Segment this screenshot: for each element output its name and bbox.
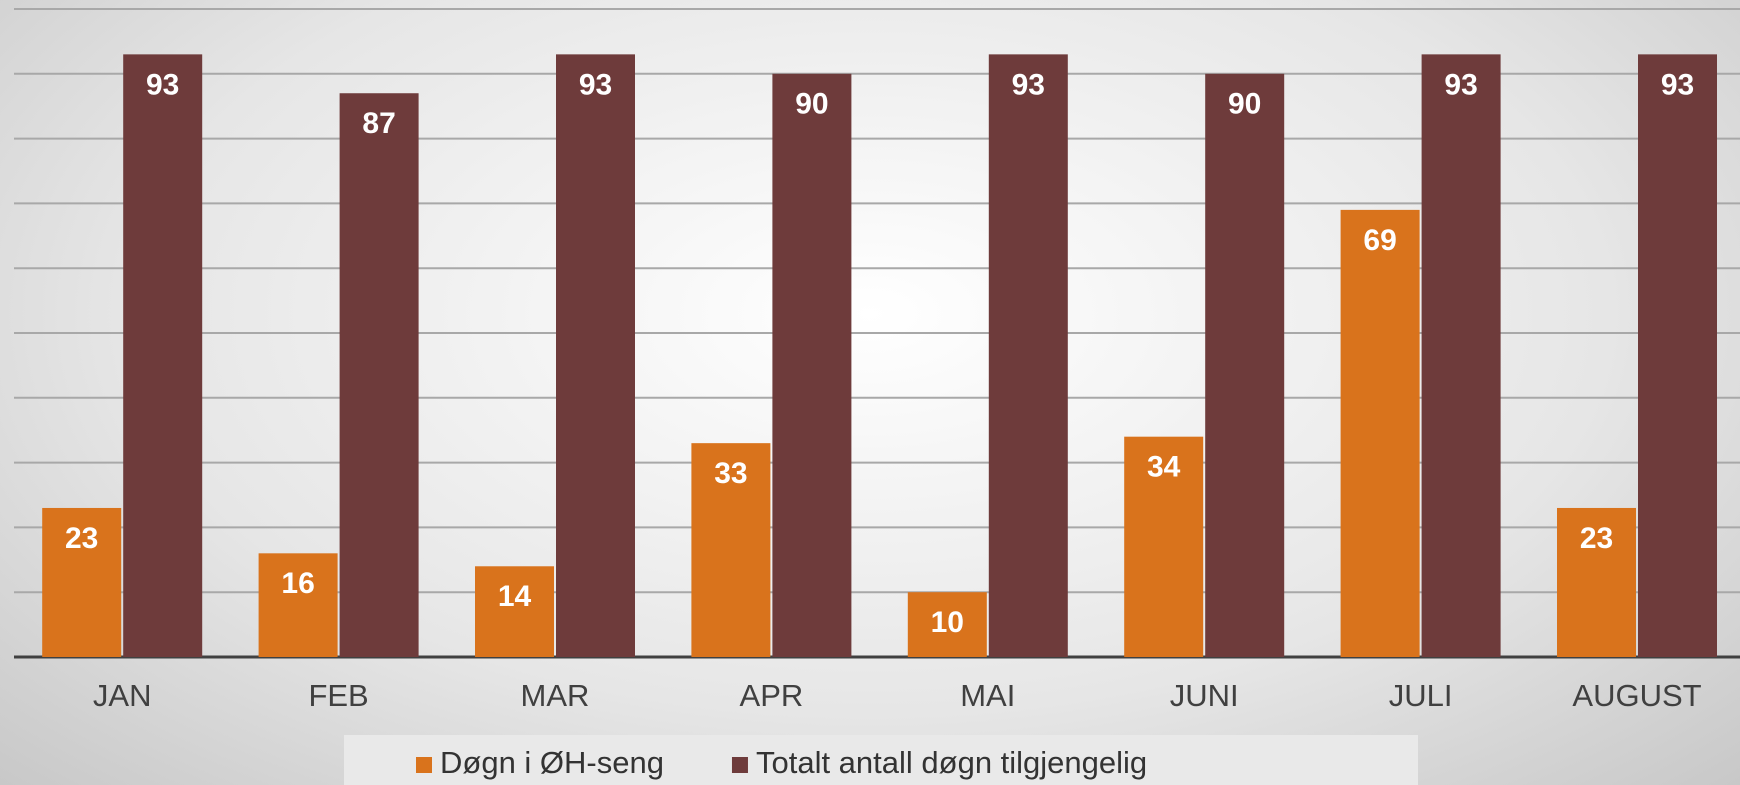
legend-swatch <box>416 757 432 773</box>
data-label: 93 <box>1444 68 1477 101</box>
data-label: 90 <box>795 88 828 121</box>
bar <box>42 507 122 657</box>
x-tick-label: APR <box>740 678 804 713</box>
bar <box>339 93 419 658</box>
data-label: 90 <box>1228 88 1261 121</box>
bar <box>907 592 987 657</box>
data-label: 69 <box>1363 224 1396 257</box>
bar <box>772 73 852 658</box>
bar <box>556 54 635 658</box>
x-tick-label: MAI <box>960 678 1015 713</box>
bar <box>1421 54 1501 658</box>
bar <box>475 566 554 657</box>
data-label: 14 <box>498 580 532 613</box>
bar <box>1124 436 1204 657</box>
bar <box>1557 507 1636 657</box>
bar <box>1205 73 1285 658</box>
legend-box <box>344 735 1418 785</box>
legend-swatch <box>731 757 748 773</box>
bar <box>988 54 1068 658</box>
x-tick-label: JAN <box>93 678 152 713</box>
data-label: 93 <box>579 68 612 101</box>
bar <box>258 553 338 657</box>
x-tick-label: AUGUST <box>1572 678 1701 713</box>
data-label: 23 <box>1580 522 1613 555</box>
bar <box>123 54 203 658</box>
data-label: 87 <box>362 107 395 140</box>
data-label: 16 <box>281 567 314 600</box>
x-tick-label: MAR <box>521 678 590 713</box>
data-label: 34 <box>1147 451 1181 484</box>
bar <box>691 443 771 657</box>
x-tick-label: JUNI <box>1170 678 1239 713</box>
legend: Døgn i ØH-seng Totalt antall døgn tilgjen… <box>344 735 1418 785</box>
data-label: 33 <box>714 457 747 490</box>
legend-label: Døgn i ØH-seng <box>440 745 664 780</box>
legend-label: Totalt antall døgn tilgjengelig <box>756 745 1147 780</box>
x-tick-label: FEB <box>308 678 368 713</box>
x-tick-label: JULI <box>1389 678 1453 713</box>
data-label: 10 <box>931 606 964 639</box>
bar <box>1340 209 1420 657</box>
data-label: 93 <box>1661 68 1694 101</box>
data-label: 93 <box>146 68 179 101</box>
data-label: 93 <box>1012 68 1045 101</box>
data-label: 23 <box>65 522 98 555</box>
bar <box>1638 54 1717 658</box>
